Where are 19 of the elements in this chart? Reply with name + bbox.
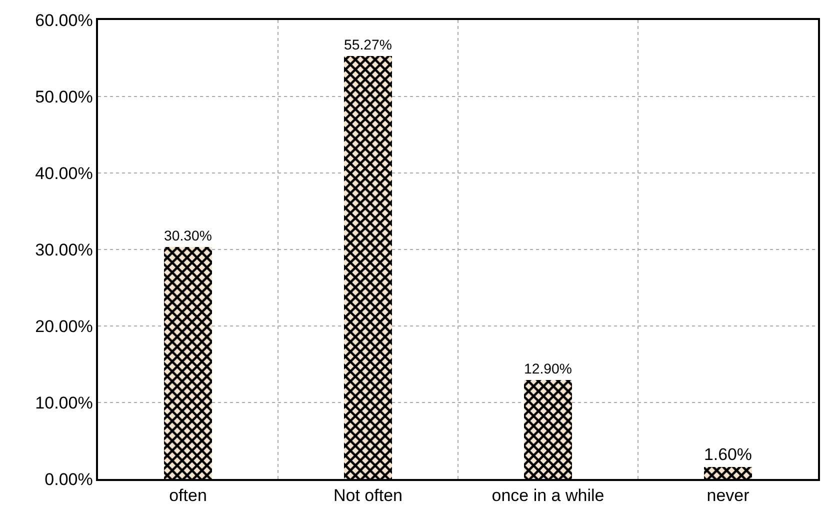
bar — [164, 247, 212, 479]
y-tick-label: 10.00% — [35, 393, 93, 412]
y-tick-label: 20.00% — [35, 316, 93, 336]
x-tick-label: often — [169, 486, 207, 506]
bar — [344, 56, 392, 479]
x-tick-label: Not often — [334, 486, 402, 506]
y-tick-label: 0.00% — [44, 470, 93, 489]
y-tick-label: 50.00% — [35, 87, 93, 106]
x-tick-label: once in a while — [492, 486, 604, 506]
y-tick-label: 40.00% — [35, 164, 93, 183]
bar — [524, 380, 572, 479]
data-label: 55.27% — [344, 36, 392, 53]
data-label: 12.90% — [524, 360, 572, 377]
x-tick-label: never — [706, 486, 750, 506]
bar — [704, 467, 752, 479]
y-tick-label: 60.00% — [35, 10, 93, 30]
data-label: 1.60% — [704, 445, 752, 464]
data-label: 30.30% — [164, 228, 212, 244]
y-tick-label: 30.00% — [35, 240, 93, 260]
